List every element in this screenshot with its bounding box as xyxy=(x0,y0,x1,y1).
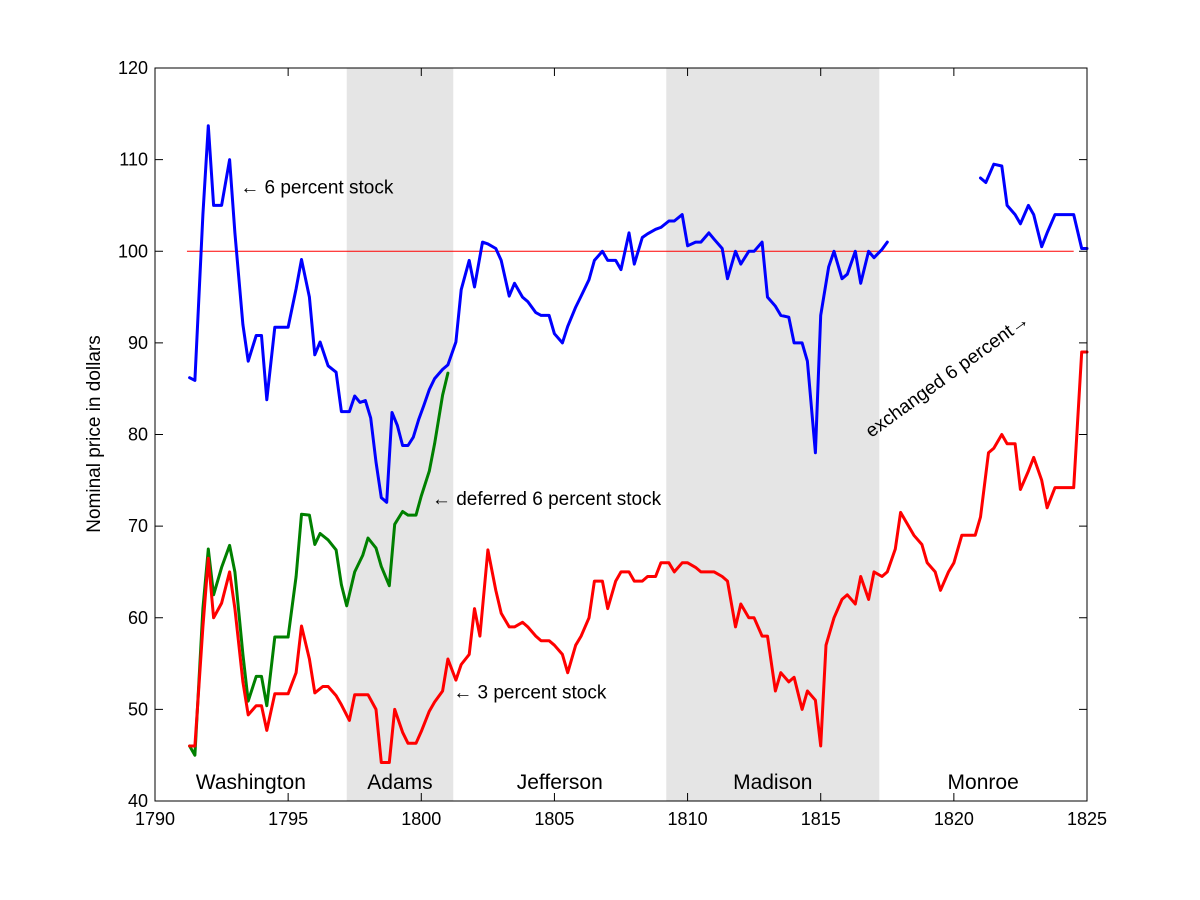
y-tick-label: 110 xyxy=(119,150,148,170)
presidency-label-adams: Adams xyxy=(367,771,432,794)
x-tick-label: 1820 xyxy=(934,809,974,829)
series-line-6-percent-stock-0 xyxy=(188,124,889,504)
x-tick-label: 1795 xyxy=(268,809,308,829)
annotation-label: ← 3 percent stock xyxy=(453,682,607,703)
x-tick-label: 1825 xyxy=(1067,809,1107,829)
x-tick-label: 1805 xyxy=(534,809,574,829)
shade-band-madison xyxy=(666,68,880,801)
presidency-labels: Washington Adams Jefferson Madison Monroe xyxy=(196,771,1019,794)
x-tick-label: 1815 xyxy=(801,809,841,829)
y-tick-label: 80 xyxy=(128,425,148,445)
y-tick-label: 40 xyxy=(128,791,148,811)
y-tick-label: 100 xyxy=(118,241,148,261)
y-tick-label: 70 xyxy=(128,516,148,536)
annotation-label: ← deferred 6 percent stock xyxy=(432,489,662,510)
presidency-label-monroe: Monroe xyxy=(948,771,1019,794)
y-tick-label: 50 xyxy=(128,699,148,719)
plot-background xyxy=(155,68,1087,801)
presidency-label-jefferson: Jefferson xyxy=(517,771,603,794)
y-tick-label: 120 xyxy=(118,58,148,78)
series-line-deferred-6-percent-stock-0 xyxy=(188,371,450,757)
x-tick-label: 1810 xyxy=(668,809,708,829)
presidency-label-washington: Washington xyxy=(196,771,306,794)
x-tick-label: 1800 xyxy=(401,809,441,829)
series-line-6-percent-stock-1 xyxy=(979,162,1089,250)
x-tick-label: 1790 xyxy=(135,809,175,829)
series-layer xyxy=(188,124,1089,764)
presidency-label-madison: Madison xyxy=(733,771,812,794)
y-tick-label: 60 xyxy=(128,608,148,628)
y-axis-label: Nominal price in dollars xyxy=(84,335,105,532)
annotation-label: ← 6 percent stock xyxy=(240,178,394,199)
y-tick-label: 90 xyxy=(128,333,148,353)
axis-ticks: 1790 1795 1800 1805 1810 1815 1820 1825 40 50 60 70… xyxy=(118,58,1107,829)
series-line-3-percent-stock-0 xyxy=(188,350,1089,764)
